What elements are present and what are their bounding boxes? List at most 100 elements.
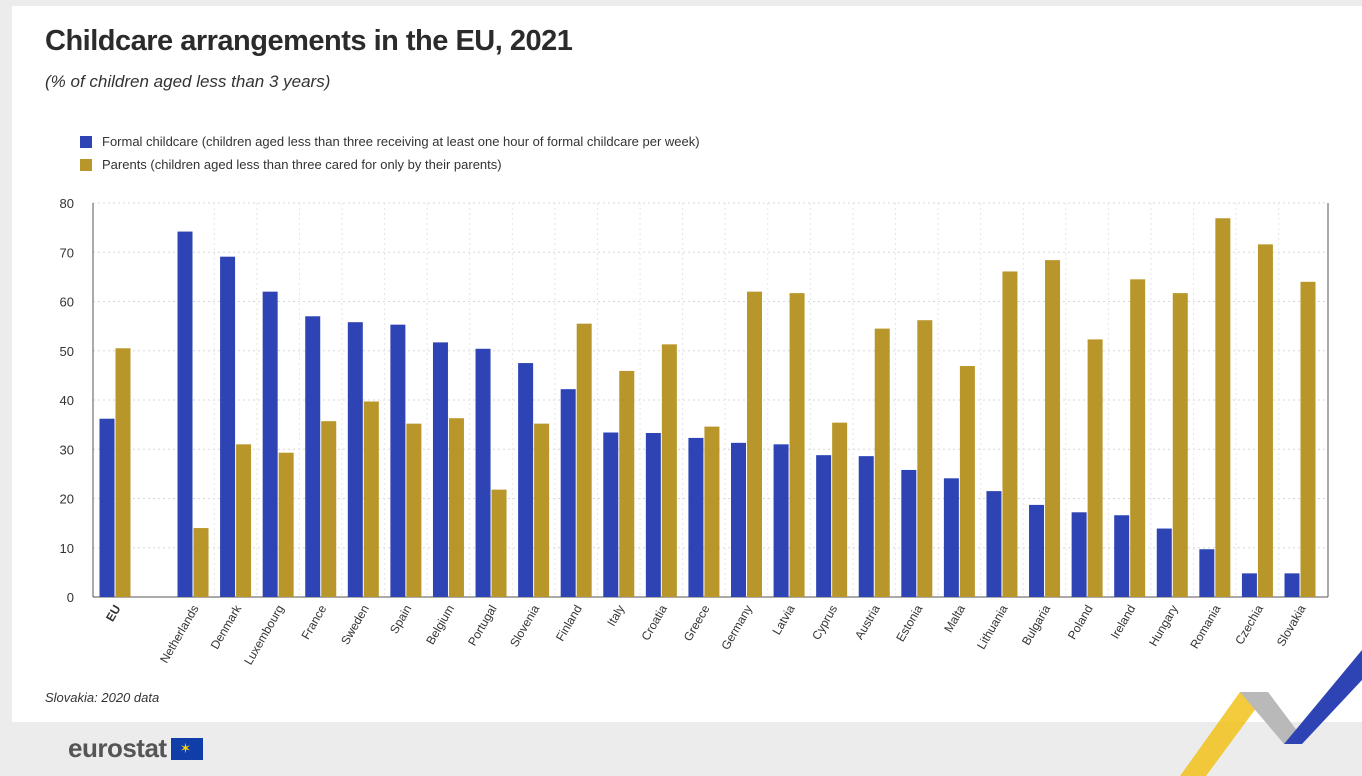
bar-parents <box>448 418 464 597</box>
y-tick-label: 60 <box>60 295 74 310</box>
bar-parents <box>1300 281 1316 597</box>
bar-parents <box>406 423 422 597</box>
x-tick-label: Poland <box>1065 603 1096 642</box>
x-tick-label: Greece <box>681 602 713 643</box>
bar-parents <box>619 370 635 597</box>
y-tick-label: 0 <box>67 590 74 605</box>
bar-parents <box>661 344 677 597</box>
bar-formal-childcare <box>731 442 746 597</box>
bar-formal-childcare <box>347 322 363 597</box>
bar-parents <box>115 348 131 597</box>
legend-swatch-formal <box>80 135 92 148</box>
bar-formal-childcare <box>1199 549 1215 597</box>
chart-legend: Formal childcare (children aged less tha… <box>80 130 700 176</box>
bar-parents <box>1087 339 1103 597</box>
x-tick-label: Hungary <box>1146 603 1181 649</box>
eurostat-logo: eurostat ✶ <box>68 733 203 764</box>
bar-parents <box>1257 244 1273 597</box>
x-tick-label: Italy <box>604 603 627 629</box>
bar-formal-childcare <box>518 363 534 597</box>
bar-formal-childcare <box>986 491 1002 597</box>
bar-formal-childcare <box>603 432 619 597</box>
bar-parents <box>1215 218 1231 597</box>
x-tick-label: Spain <box>387 603 414 637</box>
bar-parents <box>491 489 507 597</box>
y-tick-label: 20 <box>60 492 74 507</box>
legend-item-formal: Formal childcare (children aged less tha… <box>80 130 700 153</box>
bar-parents <box>236 444 252 597</box>
bar-parents <box>704 426 720 597</box>
bar-formal-childcare <box>475 348 491 597</box>
x-tick-label: Malta <box>941 602 968 635</box>
bar-formal-childcare <box>1156 528 1172 597</box>
x-tick-label: Ireland <box>1108 603 1138 642</box>
bar-formal-childcare <box>1114 515 1130 597</box>
x-tick-label: Lithuania <box>974 602 1011 651</box>
bar-formal-childcare <box>99 418 115 597</box>
x-tick-label: Germany <box>718 603 755 653</box>
bar-parents <box>363 401 379 597</box>
x-tick-label: Cyprus <box>809 603 840 643</box>
x-tick-label: Austria <box>852 602 883 642</box>
bar-formal-childcare <box>177 231 193 597</box>
bar-parents <box>917 320 933 597</box>
bar-formal-childcare <box>943 478 959 597</box>
bar-parents <box>1130 279 1146 597</box>
bar-formal-childcare <box>390 324 406 597</box>
x-tick-label: Finland <box>553 603 585 644</box>
y-tick-label: 40 <box>60 393 74 408</box>
bar-formal-childcare <box>1071 512 1087 597</box>
x-tick-label: Netherlands <box>157 603 201 666</box>
y-tick-label: 30 <box>60 442 74 457</box>
bar-parents <box>193 528 209 597</box>
bar-parents <box>1045 260 1061 597</box>
legend-label-parents: Parents (children aged less than three c… <box>102 157 502 172</box>
footnote: Slovakia: 2020 data <box>45 690 160 705</box>
bar-parents <box>278 452 294 597</box>
y-tick-label: 50 <box>60 344 74 359</box>
bar-parents <box>789 293 805 597</box>
bar-parents <box>832 422 848 597</box>
y-tick-label: 80 <box>60 196 74 211</box>
bar-formal-childcare <box>560 389 576 597</box>
x-tick-label: Sweden <box>338 603 372 648</box>
chart-title: Childcare arrangements in the EU, 2021 <box>45 25 573 57</box>
chart-subtitle: (% of children aged less than 3 years) <box>45 72 331 91</box>
corner-decoration-icon <box>1180 650 1362 776</box>
bar-formal-childcare <box>262 291 278 597</box>
x-tick-label: Estonia <box>893 602 925 644</box>
legend-label-formal: Formal childcare (children aged less tha… <box>102 134 700 149</box>
x-tick-label: Belgium <box>423 603 457 648</box>
y-tick-label: 10 <box>60 541 74 556</box>
x-tick-label: Croatia <box>638 602 670 643</box>
bar-formal-childcare <box>305 316 321 597</box>
eu-flag-icon: ✶ <box>170 737 203 760</box>
bar-formal-childcare <box>901 469 917 597</box>
bar-parents <box>1002 271 1018 597</box>
x-tick-label: France <box>299 602 330 642</box>
bar-formal-childcare <box>773 444 789 597</box>
bar-parents <box>874 328 890 597</box>
y-tick-label: 70 <box>60 245 74 260</box>
bar-parents <box>321 421 337 597</box>
x-tick-label: Portugal <box>465 603 499 649</box>
x-tick-label: Luxembourg <box>241 603 286 668</box>
x-tick-label: Denmark <box>208 602 245 652</box>
bar-formal-childcare <box>688 437 704 597</box>
bar-formal-childcare <box>858 456 874 597</box>
bar-formal-childcare <box>1284 573 1300 597</box>
bar-formal-childcare <box>645 432 661 597</box>
bar-formal-childcare <box>816 455 832 597</box>
legend-item-parents: Parents (children aged less than three c… <box>80 153 700 176</box>
bar-formal-childcare <box>1241 573 1257 597</box>
x-tick-label: EU <box>103 603 123 624</box>
bar-formal-childcare <box>1029 504 1045 597</box>
bar-parents <box>576 323 592 597</box>
logo-text: eurostat <box>68 733 167 763</box>
x-tick-label: Bulgaria <box>1019 602 1053 647</box>
bar-parents <box>959 366 975 597</box>
bar-formal-childcare <box>432 342 448 597</box>
bar-parents <box>534 423 550 597</box>
bar-chart: 0 10 20 30 40 50 60 70 80 EU Netherlands DenmarkLux… <box>60 196 1329 668</box>
legend-swatch-parents <box>80 158 92 171</box>
